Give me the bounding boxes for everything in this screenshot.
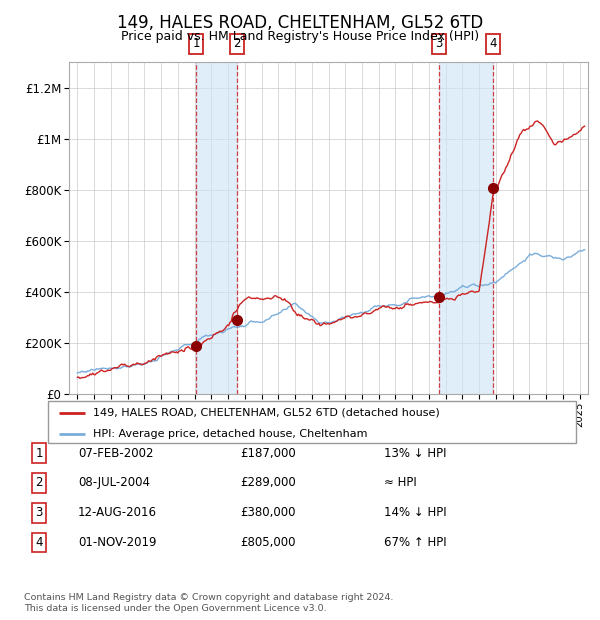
Text: £380,000: £380,000 (240, 507, 296, 519)
Text: £805,000: £805,000 (240, 536, 296, 549)
Text: 3: 3 (35, 507, 43, 519)
Text: Price paid vs. HM Land Registry's House Price Index (HPI): Price paid vs. HM Land Registry's House … (121, 30, 479, 43)
Text: 01-NOV-2019: 01-NOV-2019 (78, 536, 157, 549)
Text: 13% ↓ HPI: 13% ↓ HPI (384, 447, 446, 459)
Text: 2: 2 (35, 477, 43, 489)
Text: 4: 4 (35, 536, 43, 549)
Text: 4: 4 (490, 37, 497, 50)
Text: 07-FEB-2002: 07-FEB-2002 (78, 447, 154, 459)
Bar (439, 62, 493, 394)
Text: 3: 3 (436, 37, 443, 50)
Text: 1: 1 (193, 37, 200, 50)
Text: Contains HM Land Registry data © Crown copyright and database right 2024.
This d: Contains HM Land Registry data © Crown c… (24, 593, 394, 613)
Text: £187,000: £187,000 (240, 447, 296, 459)
Text: HPI: Average price, detached house, Cheltenham: HPI: Average price, detached house, Chel… (93, 429, 367, 439)
Text: £289,000: £289,000 (240, 477, 296, 489)
Text: 67% ↑ HPI: 67% ↑ HPI (384, 536, 446, 549)
Text: 12-AUG-2016: 12-AUG-2016 (78, 507, 157, 519)
Text: 149, HALES ROAD, CHELTENHAM, GL52 6TD (detached house): 149, HALES ROAD, CHELTENHAM, GL52 6TD (d… (93, 408, 440, 418)
Text: 14% ↓ HPI: 14% ↓ HPI (384, 507, 446, 519)
Text: 149, HALES ROAD, CHELTENHAM, GL52 6TD: 149, HALES ROAD, CHELTENHAM, GL52 6TD (117, 14, 483, 32)
Text: 1: 1 (35, 447, 43, 459)
Text: 08-JUL-2004: 08-JUL-2004 (78, 477, 150, 489)
FancyBboxPatch shape (48, 401, 576, 443)
Text: ≈ HPI: ≈ HPI (384, 477, 417, 489)
Text: 2: 2 (233, 37, 241, 50)
Bar (196, 62, 237, 394)
